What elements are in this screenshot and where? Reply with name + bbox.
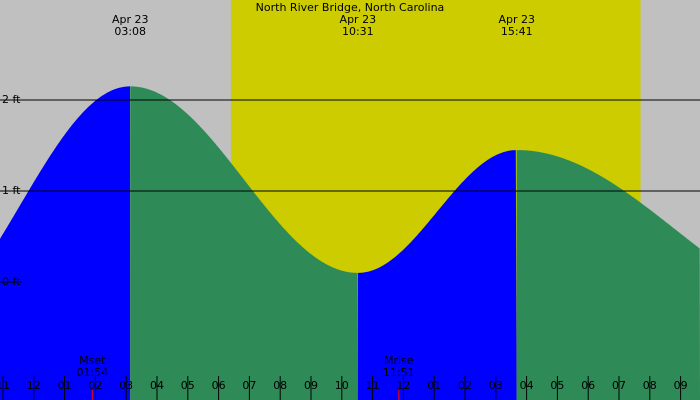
x-tick-label-22: 09	[674, 379, 688, 392]
x-tick-label-21: 08	[643, 379, 657, 392]
x-tick-label-6: 05	[181, 379, 195, 392]
y-axis-labels: 2 ft 1 ft 0 ft	[2, 93, 21, 288]
extreme-time-label-2: 10:31	[342, 25, 374, 38]
x-tick-label-9: 08	[273, 379, 287, 392]
moon-event-time-1: 11:51	[383, 366, 415, 379]
tide-areas	[0, 86, 700, 400]
x-tick-label-18: 05	[550, 379, 564, 392]
y-tick-label-2: 0 ft	[2, 275, 21, 288]
x-axis-ticks: 11 12 01 02 03 04 05 06 07 08 09 10 11 12 01 02 03 04 05 06…	[0, 376, 688, 400]
x-tick-label-13: 12	[396, 379, 410, 392]
x-tick-label-2: 01	[58, 379, 72, 392]
extreme-date-label-2: Apr 23	[340, 13, 377, 26]
y-tick-label-1: 1 ft	[2, 184, 21, 197]
extreme-date-label-1: Apr 23	[112, 13, 149, 26]
x-tick-label-7: 06	[212, 379, 226, 392]
moon-event-label-0: Mset	[79, 354, 106, 367]
x-tick-label-16: 03	[489, 379, 503, 392]
chart-title: North River Bridge, North Carolina	[256, 1, 445, 14]
x-tick-label-4: 03	[119, 379, 133, 392]
extreme-time-label-1: 03:08	[114, 25, 146, 38]
falling-tide-area-1	[130, 86, 358, 400]
x-tick-label-15: 02	[458, 379, 472, 392]
x-tick-label-11: 10	[335, 379, 349, 392]
x-tick-label-17: 04	[520, 379, 534, 392]
x-tick-label-10: 09	[304, 379, 318, 392]
extreme-date-label-3: Apr 23	[498, 13, 535, 26]
moon-event-label-1: Mrise	[384, 354, 414, 367]
moon-event-time-0: 01:54	[76, 366, 108, 379]
x-tick-label-3: 02	[88, 379, 102, 392]
x-tick-label-1: 12	[27, 379, 41, 392]
y-tick-label-0: 2 ft	[2, 93, 21, 106]
x-tick-label-0: 11	[0, 379, 10, 392]
extreme-time-label-3: 15:41	[501, 25, 533, 38]
x-tick-label-8: 07	[242, 379, 256, 392]
gridlines	[0, 99, 700, 283]
rising-tide-area-0	[0, 86, 131, 400]
x-tick-label-5: 04	[150, 379, 164, 392]
falling-tide-area-3	[516, 150, 700, 400]
x-tick-label-19: 06	[581, 379, 595, 392]
rising-tide-area-2	[357, 150, 517, 400]
x-tick-label-12: 11	[366, 379, 380, 392]
x-tick-label-20: 07	[612, 379, 626, 392]
x-tick-label-14: 01	[427, 379, 441, 392]
